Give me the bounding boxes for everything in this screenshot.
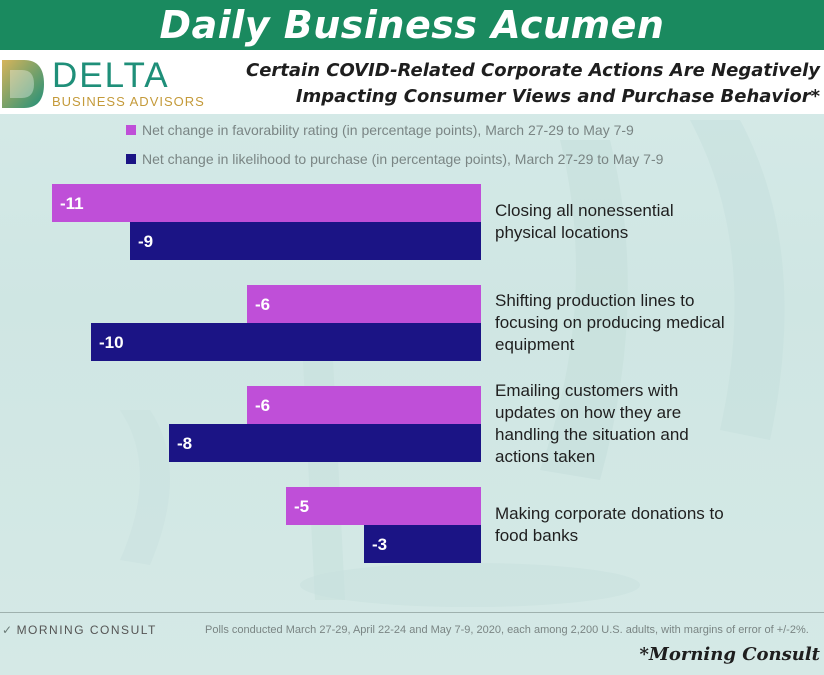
category-label-3-line-3: handling the situation and: [495, 425, 689, 444]
category-label-2: Shifting production lines to focusing on …: [495, 290, 785, 356]
bar-purchase-3: [169, 424, 481, 462]
bar-purchase-4: [364, 525, 481, 563]
legend-item-favorability: Net change in favorability rating (in pe…: [126, 121, 634, 139]
category-label-2-line-3: equipment: [495, 335, 575, 354]
legend-label-favorability: Net change in favorability rating (in pe…: [142, 122, 634, 138]
bar-favorability-3: [247, 386, 481, 424]
bar-purchase-2: [91, 323, 481, 361]
category-label-3-line-4: actions taken: [495, 447, 596, 466]
subtitle-line-2: Impacting Consumer Views and Purchase Be…: [295, 86, 820, 107]
legend-label-purchase: Net change in likelihood to purchase (in…: [142, 151, 664, 167]
footnote: Polls conducted March 27-29, April 22-24…: [205, 624, 809, 636]
legend-swatch-purchase: [126, 154, 136, 164]
category-label-3-line-1: Emailing customers with: [495, 381, 679, 400]
header-band: [0, 50, 824, 114]
category-label-2-line-1: Shifting production lines to: [495, 291, 695, 310]
category-label-3-line-2: updates on how they are: [495, 403, 682, 422]
banner-title: Daily Business Acumen: [159, 3, 665, 47]
category-label-4-line-2: food banks: [495, 526, 579, 545]
category-label-3: Emailing customers with updates on how th…: [495, 380, 785, 468]
data-label-purchase-4: -3: [372, 535, 387, 554]
title-banner: Daily Business Acumen: [0, 0, 824, 50]
morning-consult-wordmark: MORNING CONSULT: [16, 623, 157, 637]
data-label-purchase-2: -10: [99, 333, 124, 352]
bar-favorability-1: [52, 184, 481, 222]
category-label-1-line-2: physical locations: [495, 223, 629, 242]
category-label-1: Closing all nonessential physical locatio…: [495, 200, 785, 244]
data-label-purchase-3: -8: [177, 434, 192, 453]
data-label-favorability-4: -5: [294, 497, 309, 516]
legend-item-purchase: Net change in likelihood to purchase (in…: [126, 150, 663, 168]
chart-subtitle: Certain COVID-Related Corporate Actions …: [230, 58, 820, 110]
logo-tagline: BUSINESS ADVISORS: [52, 94, 205, 109]
data-label-favorability-3: -6: [255, 396, 270, 415]
data-label-favorability-1: -11: [60, 194, 84, 213]
delta-logo-icon: [2, 60, 44, 108]
bar-chart: -11 -9 -6 -10 -6 -8 -5 -3: [52, 184, 481, 563]
subtitle-line-1: Certain COVID-Related Corporate Actions …: [246, 60, 820, 81]
footer-divider: [0, 612, 824, 613]
bar-purchase-1: [130, 222, 481, 260]
data-label-purchase-1: -9: [138, 232, 153, 251]
source-credit: *Morning Consult: [639, 644, 820, 665]
category-label-4-line-1: Making corporate donations to: [495, 504, 724, 523]
bar-favorability-2: [247, 285, 481, 323]
legend-swatch-favorability: [126, 125, 136, 135]
category-label-1-line-1: Closing all nonessential: [495, 201, 674, 220]
data-label-favorability-2: -6: [255, 295, 270, 314]
category-label-2-line-2: focusing on producing medical: [495, 313, 725, 332]
bar-favorability-4: [286, 487, 481, 525]
morning-consult-logo: ✓ MORNING CONSULT: [2, 623, 157, 637]
category-label-4: Making corporate donations to food banks: [495, 503, 785, 547]
logo-wordmark: DELTA: [52, 56, 170, 95]
morning-consult-mark-icon: ✓: [2, 623, 14, 637]
